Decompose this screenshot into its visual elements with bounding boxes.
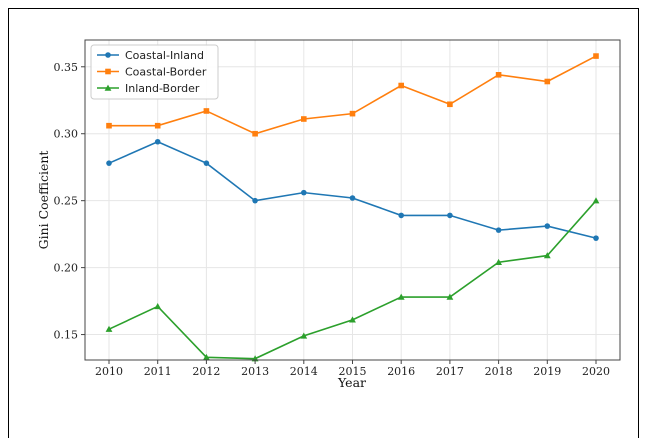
data-point-inland-border bbox=[300, 332, 308, 339]
y-tick-label: 0.35 bbox=[54, 61, 79, 74]
y-tick-label: 0.30 bbox=[54, 128, 79, 141]
x-tick-label: 2013 bbox=[241, 365, 269, 378]
x-tick-label: 2010 bbox=[95, 365, 123, 378]
data-point-inland-border bbox=[154, 303, 162, 310]
series-coastal-border bbox=[106, 53, 599, 137]
data-point-inland-border bbox=[203, 353, 210, 361]
data-point-inland-border bbox=[592, 197, 600, 204]
legend-item-coastal-border: Coastal-Border bbox=[97, 66, 207, 79]
data-point-coastal-border bbox=[301, 116, 307, 122]
data-point-coastal-border bbox=[447, 101, 453, 108]
legend-marker bbox=[105, 52, 111, 58]
data-point-coastal-border bbox=[593, 53, 599, 59]
data-point-coastal-inland bbox=[301, 189, 307, 196]
y-tick-label: 0.20 bbox=[54, 262, 79, 275]
x-tick-label: 2018 bbox=[485, 365, 513, 378]
data-point-coastal-inland bbox=[106, 160, 112, 166]
data-point-coastal-border bbox=[495, 72, 502, 78]
x-tick-label: 2017 bbox=[436, 365, 464, 378]
line-chart: 2010 2011 2012 2013 2014 2015 2016 2017 2018 2019… bbox=[36, 39, 621, 390]
data-point-inland-border bbox=[495, 258, 502, 265]
y-tick-label: 0.15 bbox=[54, 329, 79, 342]
x-tick-label: 2015 bbox=[339, 365, 367, 378]
data-point-coastal-inland bbox=[203, 160, 210, 166]
figure-frame bbox=[8, 8, 639, 438]
x-axis-ticks: 2010 2011 2012 2013 2014 2015 2016 2017 2018 2019… bbox=[95, 360, 610, 378]
legend-item-coastal-inland: Coastal-Inland bbox=[97, 49, 204, 62]
x-tick-label: 2019 bbox=[533, 365, 561, 378]
data-point-coastal-border bbox=[544, 78, 551, 85]
y-axis-ticks: 0.15 0.20 0.25 0.30 0.35 bbox=[54, 61, 85, 342]
legend: Coastal-Inland Coastal-Border Inland-Borde… bbox=[90, 44, 219, 100]
data-point-coastal-inland bbox=[349, 195, 356, 201]
x-tick-label: 2012 bbox=[192, 365, 220, 378]
legend-item-inland-border: Inland-Border bbox=[97, 82, 200, 95]
data-point-coastal-inland bbox=[495, 227, 502, 233]
data-point-coastal-border bbox=[203, 108, 210, 114]
data-point-inland-border bbox=[397, 293, 405, 300]
legend-marker bbox=[104, 84, 112, 91]
x-tick-label: 2020 bbox=[582, 365, 610, 378]
data-point-coastal-border bbox=[349, 110, 356, 117]
legend-box bbox=[90, 44, 219, 100]
data-point-coastal-border bbox=[106, 122, 112, 129]
legend-label: Coastal-Border bbox=[125, 66, 207, 79]
data-point-coastal-inland bbox=[593, 235, 599, 241]
x-axis-label: Year bbox=[337, 375, 366, 390]
data-point-inland-border bbox=[349, 316, 356, 323]
grid-lines bbox=[85, 40, 620, 360]
data-point-inland-border bbox=[543, 252, 551, 259]
y-tick-label: 0.25 bbox=[54, 195, 79, 208]
data-point-coastal-inland bbox=[398, 212, 405, 219]
series-layer bbox=[105, 53, 600, 362]
data-point-inland-border bbox=[446, 293, 454, 300]
data-point-coastal-inland bbox=[447, 212, 453, 219]
data-point-coastal-border bbox=[252, 130, 258, 137]
y-axis-label: Gini Coefficient bbox=[36, 151, 51, 250]
data-point-inland-border bbox=[105, 325, 113, 332]
data-point-coastal-inland bbox=[544, 223, 551, 229]
legend-label: Inland-Border bbox=[125, 82, 200, 95]
series-coastal-inland bbox=[106, 138, 599, 241]
legend-marker bbox=[105, 68, 111, 75]
x-tick-label: 2016 bbox=[387, 365, 415, 378]
data-point-coastal-inland bbox=[154, 138, 161, 145]
legend-label: Coastal-Inland bbox=[125, 49, 204, 62]
x-tick-label: 2011 bbox=[144, 365, 172, 378]
data-point-coastal-inland bbox=[252, 197, 258, 204]
data-point-coastal-border bbox=[154, 122, 161, 129]
data-point-coastal-border bbox=[398, 82, 404, 89]
x-tick-label: 2014 bbox=[290, 365, 318, 378]
